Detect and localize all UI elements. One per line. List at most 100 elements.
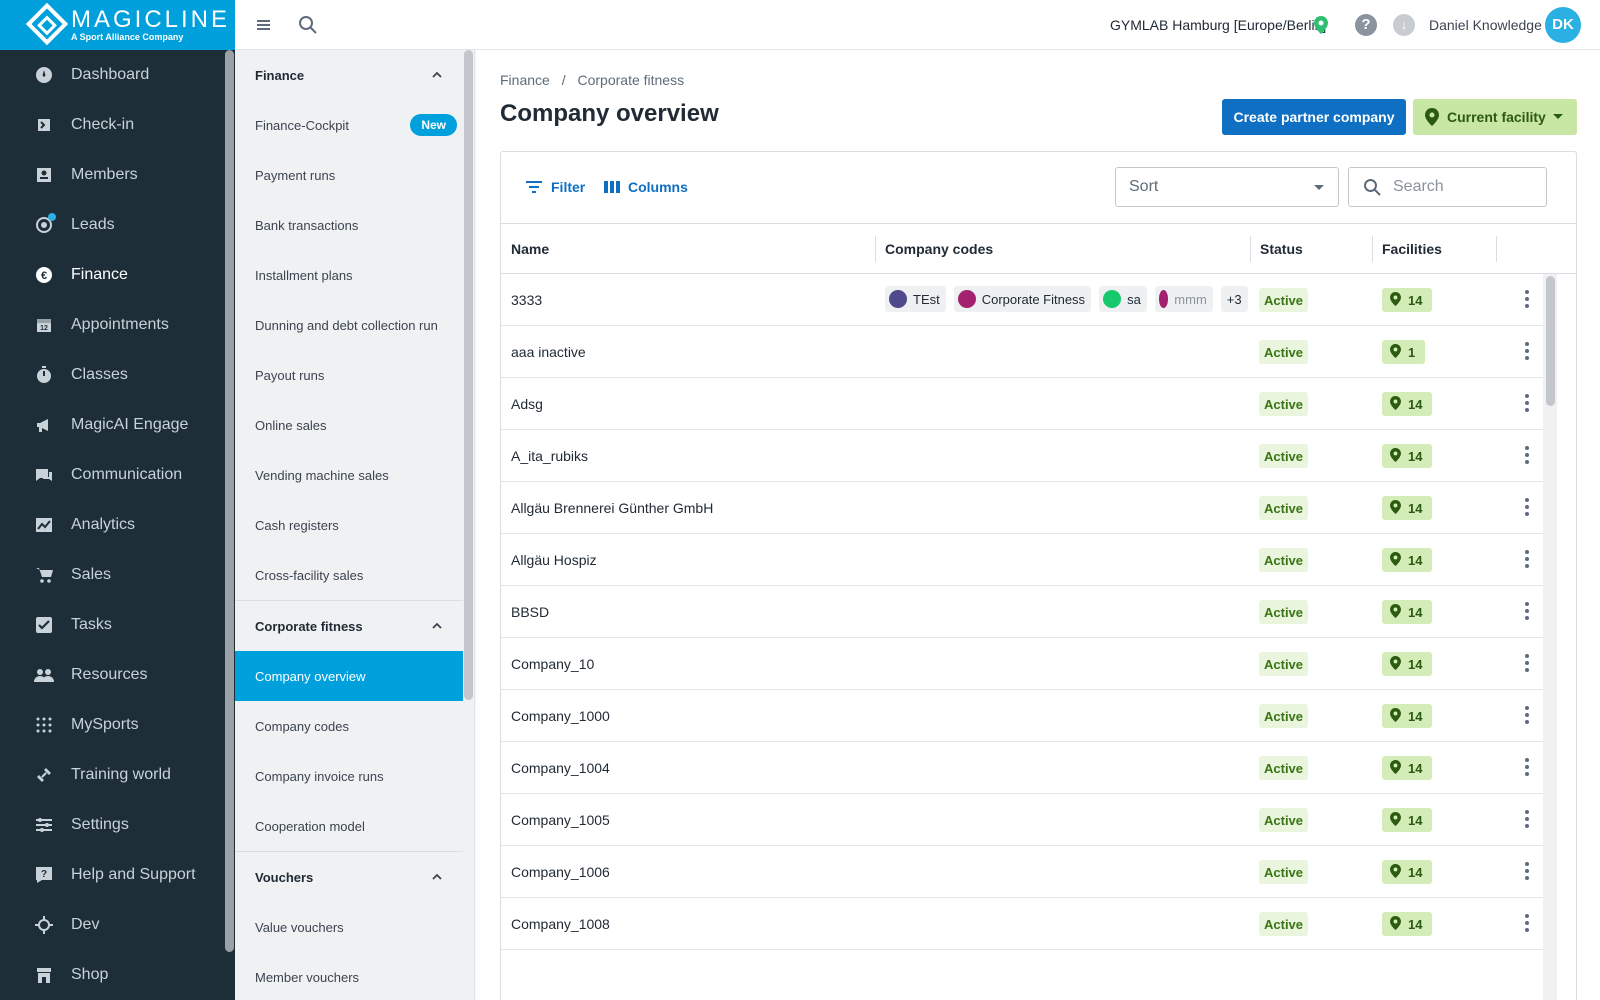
facilities-badge[interactable]: 14: [1382, 288, 1433, 312]
company-name[interactable]: Company_10: [511, 655, 595, 672]
sub-nav-item-cross-facility-sales[interactable]: Cross-facility sales: [235, 550, 463, 600]
table-row[interactable]: Allgäu Brennerei Günther GmbH Active 14: [501, 482, 1543, 534]
search-input[interactable]: [1393, 178, 1533, 196]
facilities-badge[interactable]: 14: [1382, 600, 1433, 624]
row-actions-icon[interactable]: [1521, 914, 1533, 934]
row-actions-icon[interactable]: [1521, 498, 1533, 518]
company-name[interactable]: Company_1006: [511, 863, 610, 880]
facilities-badge[interactable]: 1: [1382, 340, 1426, 364]
user-avatar[interactable]: DK: [1545, 7, 1581, 43]
nav-item-dev[interactable]: Dev: [0, 900, 235, 950]
nav-item-communication[interactable]: Communication: [0, 450, 235, 500]
table-row[interactable]: aaa inactive Active 1: [501, 326, 1543, 378]
nav-item-shop[interactable]: Shop: [0, 950, 235, 1000]
company-name[interactable]: Adsg: [511, 395, 543, 412]
sort-select[interactable]: Sort: [1115, 167, 1339, 207]
table-row[interactable]: 3333 TEst Corporate Fitness sa mmm +3 Active 14: [501, 274, 1543, 326]
facilities-badge[interactable]: 14: [1382, 704, 1433, 728]
company-name[interactable]: 3333: [511, 291, 543, 308]
row-actions-icon[interactable]: [1521, 862, 1533, 882]
sub-nav-item-payment-runs[interactable]: Payment runs: [235, 150, 463, 200]
company-name[interactable]: Company_1005: [511, 811, 610, 828]
sub-nav-item-dunning-and-debt-collection-run[interactable]: Dunning and debt collection run: [235, 300, 463, 350]
company-name[interactable]: Company_1008: [511, 915, 610, 932]
sub-nav-item-value-vouchers[interactable]: Value vouchers: [235, 902, 463, 952]
table-row[interactable]: Company_1005 Active 14: [501, 794, 1543, 846]
nav-item-settings[interactable]: Settings: [0, 800, 235, 850]
company-name[interactable]: aaa inactive: [511, 343, 586, 360]
company-code-chip[interactable]: sa: [1099, 286, 1147, 312]
company-code-chip[interactable]: mmm: [1154, 286, 1213, 312]
breadcrumb-finance[interactable]: Finance: [500, 72, 550, 88]
table-scrollbar-thumb[interactable]: [1546, 276, 1555, 406]
column-header-company-codes[interactable]: Company codes: [885, 241, 994, 257]
section-corporate-fitness[interactable]: Corporate fitness: [235, 601, 463, 651]
facilities-badge[interactable]: 14: [1382, 496, 1433, 520]
table-scrollbar-track[interactable]: [1543, 274, 1557, 1000]
column-separator[interactable]: [875, 236, 876, 262]
nav-item-leads[interactable]: Leads: [0, 200, 235, 250]
sub-nav-item-payout-runs[interactable]: Payout runs: [235, 350, 463, 400]
sub-nav-item-installment-plans[interactable]: Installment plans: [235, 250, 463, 300]
download-icon[interactable]: ↓: [1393, 14, 1415, 36]
nav-item-training-world[interactable]: Training world: [0, 750, 235, 800]
hamburger-menu-icon[interactable]: [252, 13, 276, 37]
nav-item-help-and-support[interactable]: ? Help and Support: [0, 850, 235, 900]
row-actions-icon[interactable]: [1521, 706, 1533, 726]
table-row[interactable]: Allgäu Hospiz Active 14: [501, 534, 1543, 586]
row-actions-icon[interactable]: [1521, 550, 1533, 570]
table-row[interactable]: Company_1006 Active 14: [501, 846, 1543, 898]
nav-item-dashboard[interactable]: Dashboard: [0, 50, 235, 100]
filter-button[interactable]: Filter: [525, 179, 585, 195]
company-name[interactable]: Company_1004: [511, 759, 610, 776]
section-vouchers[interactable]: Vouchers: [235, 852, 463, 902]
table-row[interactable]: Company_1000 Active 14: [501, 690, 1543, 742]
sub-nav-item-online-sales[interactable]: Online sales: [235, 400, 463, 450]
sub-nav-item-vending-machine-sales[interactable]: Vending machine sales: [235, 450, 463, 500]
column-separator[interactable]: [1250, 236, 1251, 262]
facilities-badge[interactable]: 14: [1382, 548, 1433, 572]
facilities-badge[interactable]: 14: [1382, 860, 1433, 884]
table-row[interactable]: Company_1004 Active 14: [501, 742, 1543, 794]
table-row[interactable]: A_ita_rubiks Active 14: [501, 430, 1543, 482]
sub-nav-item-company-codes[interactable]: Company codes: [235, 701, 463, 751]
create-partner-company-button[interactable]: Create partner company: [1222, 99, 1406, 135]
search-box[interactable]: [1348, 167, 1547, 207]
column-header-name[interactable]: Name: [511, 241, 550, 257]
row-actions-icon[interactable]: [1521, 290, 1533, 310]
nav-item-appointments[interactable]: 12 Appointments: [0, 300, 235, 350]
company-name[interactable]: A_ita_rubiks: [511, 447, 589, 464]
nav-item-mysports[interactable]: MySports: [0, 700, 235, 750]
columns-button[interactable]: Columns: [604, 179, 688, 195]
facilities-badge[interactable]: 14: [1382, 912, 1433, 936]
user-name[interactable]: Daniel Knowledge: [1429, 17, 1542, 33]
breadcrumb-corporate-fitness[interactable]: Corporate fitness: [577, 72, 685, 88]
sub-nav-item-company-overview[interactable]: Company overview: [235, 651, 463, 701]
row-actions-icon[interactable]: [1521, 342, 1533, 362]
column-header-facilities[interactable]: Facilities: [1382, 241, 1442, 257]
nav-item-resources[interactable]: Resources: [0, 650, 235, 700]
row-actions-icon[interactable]: [1521, 758, 1533, 778]
row-actions-icon[interactable]: [1521, 654, 1533, 674]
nav-item-sales[interactable]: Sales: [0, 550, 235, 600]
facilities-badge[interactable]: 14: [1382, 652, 1433, 676]
table-row[interactable]: BBSD Active 14: [501, 586, 1543, 638]
facilities-badge[interactable]: 14: [1382, 392, 1433, 416]
company-name[interactable]: Allgäu Brennerei Günther GmbH: [511, 499, 714, 516]
nav-item-tasks[interactable]: Tasks: [0, 600, 235, 650]
nav-item-analytics[interactable]: Analytics: [0, 500, 235, 550]
sub-nav-item-cooperation-model[interactable]: Cooperation model: [235, 801, 463, 851]
sub-nav-item-cash-registers[interactable]: Cash registers: [235, 500, 463, 550]
facilities-badge[interactable]: 14: [1382, 808, 1433, 832]
table-row[interactable]: Adsg Active 14: [501, 378, 1543, 430]
table-row[interactable]: Company_10 Active 14: [501, 638, 1543, 690]
column-header-status[interactable]: Status: [1260, 241, 1303, 257]
company-name[interactable]: Company_1000: [511, 707, 610, 724]
company-name[interactable]: Allgäu Hospiz: [511, 551, 597, 568]
sub-nav-item-finance-cockpit[interactable]: Finance-Cockpit New: [235, 100, 463, 150]
main-nav-scrollbar[interactable]: [225, 50, 234, 952]
current-facility-button[interactable]: Current facility: [1413, 99, 1577, 135]
facilities-badge[interactable]: 14: [1382, 756, 1433, 780]
nav-item-finance[interactable]: € Finance: [0, 250, 235, 300]
sub-nav-item-company-invoice-runs[interactable]: Company invoice runs: [235, 751, 463, 801]
